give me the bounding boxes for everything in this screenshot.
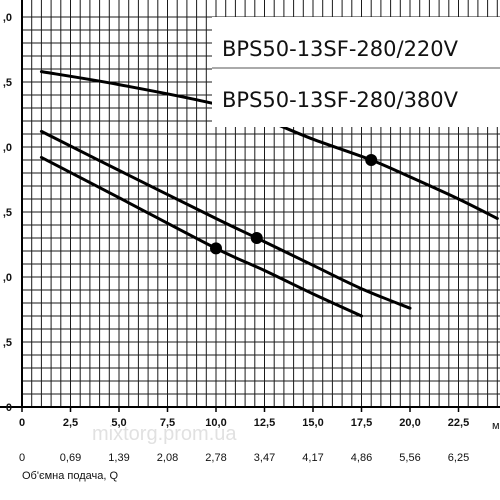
x-tick-label: 2,5: [63, 417, 78, 429]
series-group: [39, 70, 499, 318]
y-tick-label: 0: [6, 402, 12, 414]
x-tick-label: 20,0: [399, 417, 420, 429]
y-tick-label: ,5: [3, 337, 12, 349]
legend-entry-1: BPS50-13SF-280/220V: [222, 37, 459, 61]
series-line-2: [39, 129, 412, 310]
y-tick-label: ,5: [3, 77, 12, 89]
watermark: mixtorg.prom.ua: [92, 423, 237, 445]
y-tick-label: ,0: [3, 12, 12, 24]
secondary-x-tick-label: 0,69: [60, 452, 81, 464]
legend: BPS50-13SF-280/220V BPS50-13SF-280/380V: [212, 17, 500, 127]
tick-labels: 002,50,695,01,397,52,0810,02,7812,53,471…: [3, 12, 469, 464]
y-tick-label: ,0: [3, 142, 12, 154]
secondary-x-tick-label: 0: [19, 452, 25, 464]
legend-entry-2: BPS50-13SF-280/380V: [222, 88, 459, 112]
x-unit-label: м: [492, 420, 500, 432]
series-marker-3: [210, 242, 222, 255]
y-tick-label: ,0: [3, 272, 12, 284]
secondary-x-tick-label: 5,56: [399, 452, 420, 464]
x-tick-label: 0: [19, 417, 25, 429]
secondary-x-tick-label: 2,08: [157, 452, 178, 464]
x-tick-label: 17,5: [351, 417, 372, 429]
y-tick-label: ,5: [3, 207, 12, 219]
secondary-x-tick-label: 6,25: [448, 452, 469, 464]
secondary-x-tick-label: 4,86: [351, 452, 372, 464]
x-tick-label: 7,5: [160, 417, 175, 429]
secondary-x-tick-label: 1,39: [108, 452, 129, 464]
axes: [0, 0, 500, 408]
secondary-x-tick-label: 3,47: [254, 452, 275, 464]
legend-box: [212, 17, 500, 127]
x-tick-label: 10,0: [205, 417, 226, 429]
secondary-x-tick-label: 4,17: [302, 452, 323, 464]
x-tick-label: 12,5: [254, 417, 275, 429]
secondary-x-axis-label: Об'ємна подача, Q: [22, 470, 118, 482]
x-tick-label: 22,5: [448, 417, 469, 429]
series-line-3: [39, 155, 363, 318]
secondary-x-tick-label: 2,78: [205, 452, 226, 464]
x-tick-label: 15,0: [302, 417, 323, 429]
series-marker-1: [365, 154, 378, 166]
x-tick-label: 5,0: [111, 417, 126, 429]
series-marker-2: [250, 232, 263, 244]
series-line-1: [39, 70, 499, 220]
